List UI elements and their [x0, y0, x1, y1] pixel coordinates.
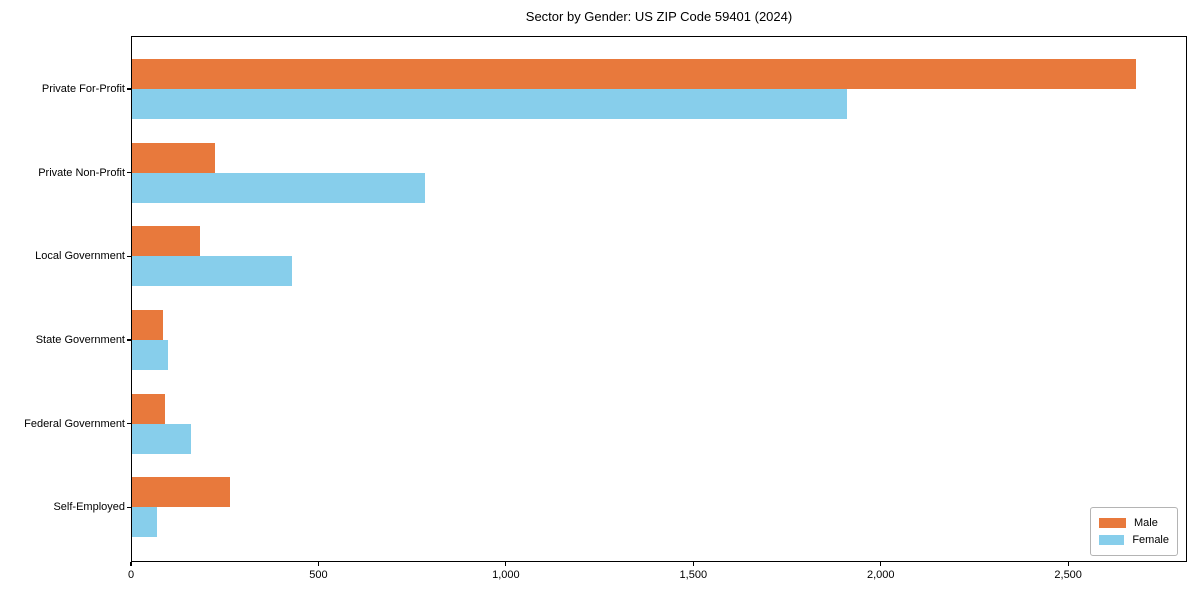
bar-male [131, 142, 216, 173]
bar-female [131, 256, 293, 287]
bar-male [131, 59, 1136, 89]
x-tick-label: 2,000 [866, 569, 895, 581]
legend-item-male: Male [1099, 515, 1169, 531]
y-tick-mark [127, 172, 131, 174]
x-tick-mark [317, 562, 320, 566]
x-tick-mark [692, 562, 694, 566]
y-axis-label: Private For-Profit [41, 83, 125, 95]
y-tick-mark [127, 506, 131, 508]
bar-male [131, 309, 163, 340]
bar-male [131, 393, 165, 424]
legend-item-female: Female [1099, 532, 1169, 548]
x-tick-mark [505, 562, 507, 566]
x-tick-mark [1067, 562, 1069, 566]
x-tick-mark [880, 562, 882, 566]
bar-male [131, 477, 231, 508]
x-tick-label: 2,500 [1054, 569, 1082, 581]
x-tick-label: 500 [309, 569, 328, 581]
legend: Male Female [1090, 507, 1178, 556]
y-axis-label: Self-Employed [53, 501, 125, 514]
x-tick-mark [130, 562, 132, 566]
y-axis-label: Federal Government [24, 417, 125, 430]
bar-male [131, 226, 201, 257]
y-tick-mark [127, 339, 131, 341]
y-tick-mark [127, 423, 131, 425]
y-tick-mark [127, 88, 131, 90]
y-axis-label: Private Non-Profit [38, 166, 125, 179]
legend-label-male: Male [1134, 517, 1158, 529]
chart-title: Sector by Gender: US ZIP Code 59401 (202… [525, 9, 793, 24]
legend-swatch-male [1099, 518, 1126, 528]
x-tick-label: 0 [127, 569, 135, 581]
legend-swatch-female [1099, 535, 1125, 545]
y-axis-label: Local Government [35, 250, 125, 263]
bar-female [131, 172, 426, 203]
bar-female [131, 507, 158, 538]
y-axis-label: State Government [35, 333, 125, 346]
x-tick-label: 1,500 [679, 569, 708, 581]
x-tick-label: 1,000 [492, 569, 520, 581]
bar-female [131, 339, 169, 370]
bar-female [131, 423, 191, 454]
y-tick-mark [127, 255, 131, 257]
plot-area [131, 36, 1187, 562]
legend-label-female: Female [1132, 534, 1169, 546]
bar-female [131, 89, 847, 119]
